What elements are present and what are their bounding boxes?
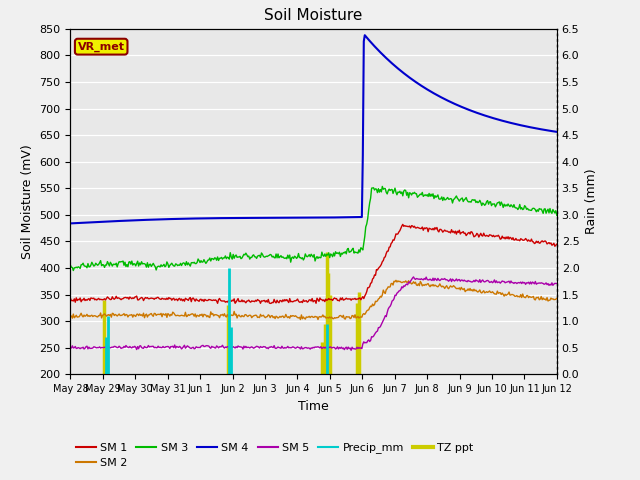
SM 4 xyxy=(67,220,74,226)
SM 1 xyxy=(266,300,274,306)
SM 2 xyxy=(301,316,309,322)
SM 1 xyxy=(467,229,475,235)
SM 2 xyxy=(543,295,551,300)
SM 2 xyxy=(296,317,304,323)
SM 5 xyxy=(301,345,308,351)
SM 5 xyxy=(410,274,417,280)
SM 2 xyxy=(467,288,475,293)
SM 4 xyxy=(356,214,364,220)
SM 1 xyxy=(67,295,74,301)
SM 1 xyxy=(357,297,365,302)
SM 1 xyxy=(543,241,551,247)
Text: VR_met: VR_met xyxy=(77,42,125,52)
SM 5 xyxy=(67,345,74,350)
Line: SM 5: SM 5 xyxy=(70,277,557,350)
SM 3 xyxy=(298,255,306,261)
SM 4 xyxy=(553,129,561,135)
Line: SM 3: SM 3 xyxy=(70,186,557,271)
SM 4 xyxy=(361,32,369,38)
SM 4 xyxy=(301,215,308,221)
Line: SM 1: SM 1 xyxy=(70,224,557,303)
SM 3 xyxy=(378,183,386,189)
SM 3 xyxy=(301,251,309,257)
SM 2 xyxy=(392,277,400,283)
SM 3 xyxy=(543,208,551,214)
SM 3 xyxy=(357,245,365,251)
SM 3 xyxy=(467,199,475,205)
SM 5 xyxy=(543,282,551,288)
SM 1 xyxy=(298,300,306,305)
SM 2 xyxy=(357,314,365,320)
SM 4 xyxy=(466,108,474,113)
SM 1 xyxy=(301,298,309,304)
SM 5 xyxy=(348,348,355,353)
SM 5 xyxy=(298,344,305,349)
SM 3 xyxy=(70,268,77,274)
Y-axis label: Rain (mm): Rain (mm) xyxy=(585,169,598,234)
SM 1 xyxy=(399,221,406,227)
Line: SM 2: SM 2 xyxy=(70,280,557,320)
SM 2 xyxy=(331,315,339,321)
SM 5 xyxy=(357,345,365,351)
SM 4 xyxy=(298,215,305,221)
X-axis label: Time: Time xyxy=(298,400,329,413)
SM 2 xyxy=(298,316,306,322)
SM 4 xyxy=(330,215,337,220)
SM 5 xyxy=(553,280,561,286)
SM 2 xyxy=(553,295,561,301)
SM 5 xyxy=(330,345,337,350)
Title: Soil Moisture: Soil Moisture xyxy=(264,9,363,24)
SM 3 xyxy=(331,253,339,259)
Y-axis label: Soil Moisture (mV): Soil Moisture (mV) xyxy=(21,144,34,259)
SM 5 xyxy=(467,279,475,285)
SM 1 xyxy=(553,241,561,247)
Legend: SM 1, SM 2, SM 3, SM 4, SM 5, Precip_mm, TZ ppt: SM 1, SM 2, SM 3, SM 4, SM 5, Precip_mm,… xyxy=(71,438,478,472)
SM 3 xyxy=(553,213,561,218)
SM 3 xyxy=(67,263,74,268)
SM 2 xyxy=(67,313,74,319)
SM 1 xyxy=(331,295,339,301)
Line: SM 4: SM 4 xyxy=(70,35,557,223)
SM 4 xyxy=(542,127,550,133)
